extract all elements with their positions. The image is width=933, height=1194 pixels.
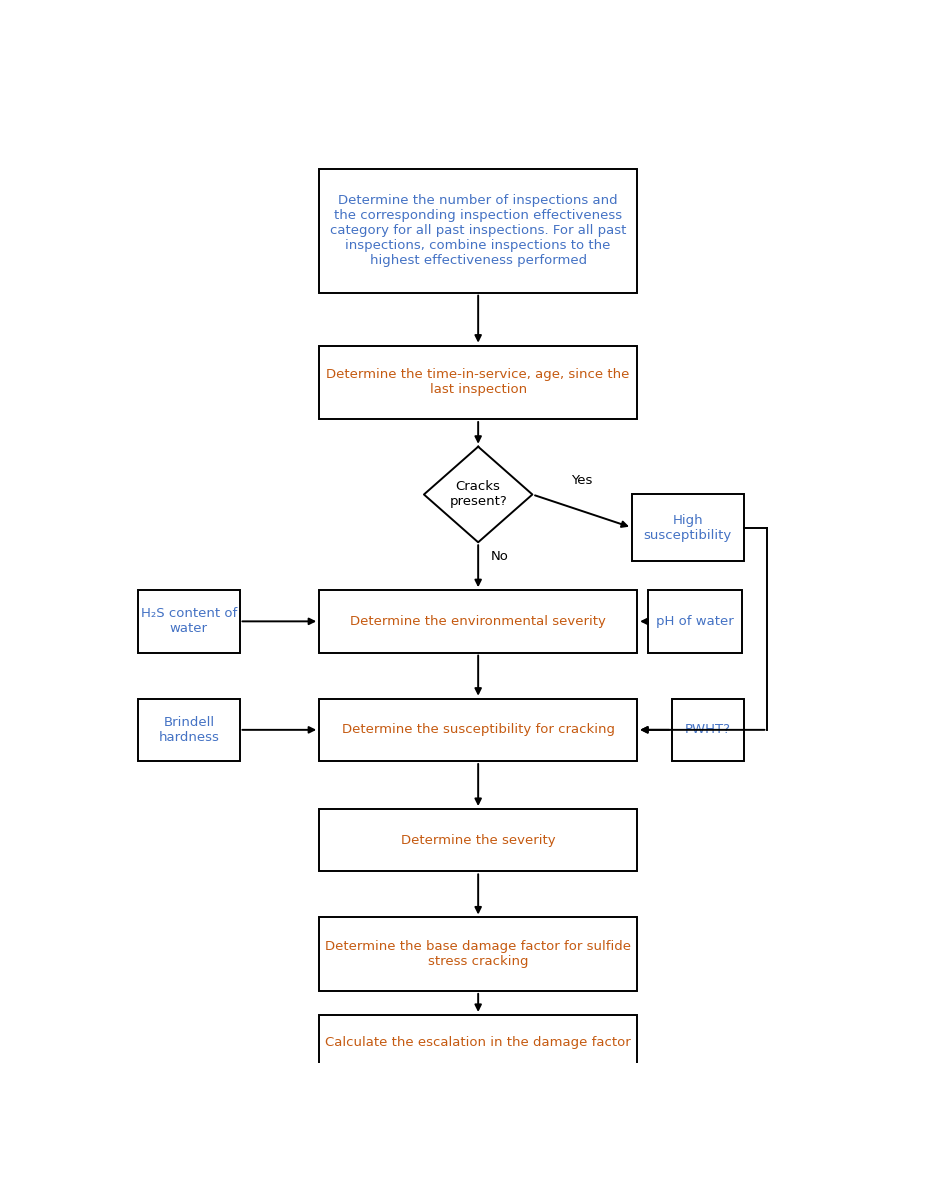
Text: Calculate the escalation in the damage factor: Calculate the escalation in the damage f… <box>326 1036 631 1050</box>
Text: Determine the base damage factor for sulfide
stress cracking: Determine the base damage factor for sul… <box>326 940 631 968</box>
Text: Brindell
hardness: Brindell hardness <box>159 716 219 744</box>
Bar <box>648 590 742 653</box>
Text: Determine the number of inspections and
the corresponding inspection effectivene: Determine the number of inspections and … <box>330 195 626 267</box>
Bar <box>672 698 745 761</box>
Text: No: No <box>491 549 509 562</box>
Text: pH of water: pH of water <box>656 615 734 628</box>
Bar <box>319 590 637 653</box>
Text: Determine the susceptibility for cracking: Determine the susceptibility for crackin… <box>341 724 615 737</box>
Bar <box>319 1015 637 1070</box>
Text: High
susceptibility: High susceptibility <box>644 513 732 542</box>
Bar <box>319 345 637 419</box>
Bar <box>319 808 637 872</box>
Bar <box>319 698 637 761</box>
Text: Determine the time-in-service, age, since the
last inspection: Determine the time-in-service, age, sinc… <box>327 368 630 396</box>
Text: PWHT?: PWHT? <box>685 724 731 737</box>
Bar <box>138 698 240 761</box>
Text: Determine the environmental severity: Determine the environmental severity <box>350 615 606 628</box>
Bar <box>138 590 240 653</box>
Text: Yes: Yes <box>571 474 592 487</box>
Bar <box>632 494 744 561</box>
Polygon shape <box>424 447 533 542</box>
Bar <box>319 168 637 293</box>
Text: Determine the severity: Determine the severity <box>401 833 555 847</box>
Text: H₂S content of
water: H₂S content of water <box>141 608 237 635</box>
Bar <box>319 917 637 991</box>
Text: Cracks
present?: Cracks present? <box>450 480 507 509</box>
